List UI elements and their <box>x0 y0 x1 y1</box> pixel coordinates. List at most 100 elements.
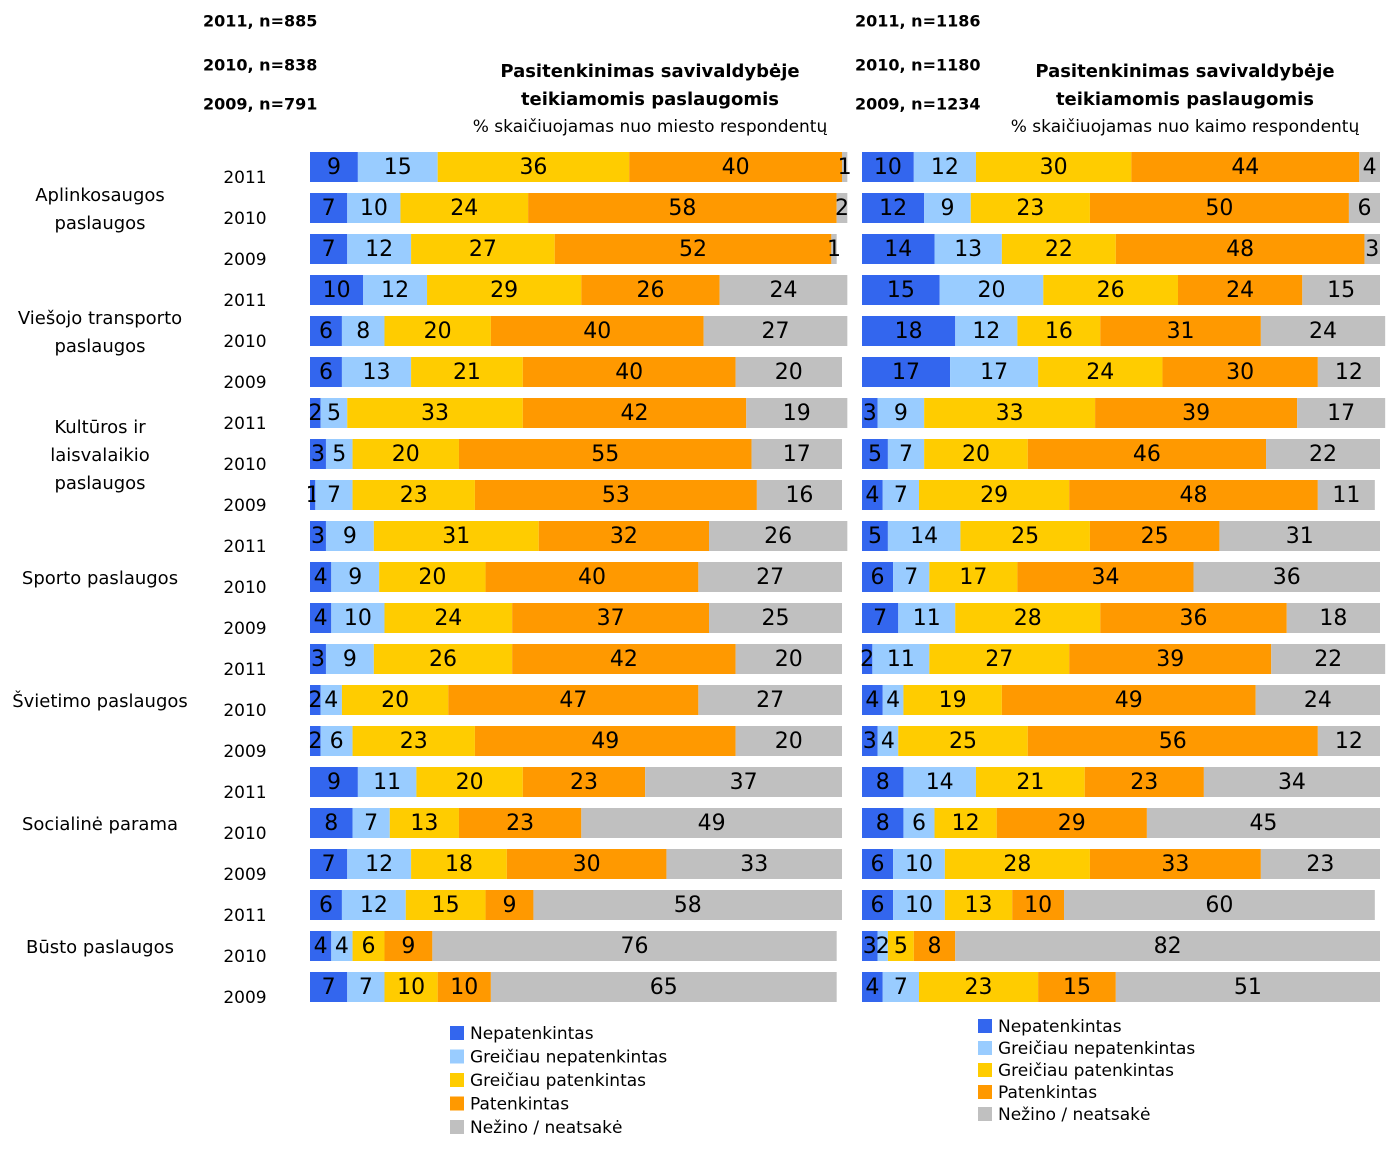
bar-segment <box>474 726 736 756</box>
y-tick-label: 2011 <box>223 660 266 680</box>
data-label: 30 <box>1226 360 1254 385</box>
bar-segment <box>310 972 348 1002</box>
data-label: 49 <box>698 811 726 836</box>
bar-segment <box>1359 152 1380 182</box>
bar-segment <box>735 644 842 674</box>
data-label: 13 <box>410 811 438 836</box>
bar-segment <box>1095 398 1298 428</box>
data-label: 24 <box>1086 360 1114 385</box>
y-tick-label: 2009 <box>223 250 266 270</box>
data-label: 3 <box>1365 237 1379 262</box>
data-label: 4 <box>865 975 879 1000</box>
bar-segment <box>862 234 935 264</box>
bar-segment <box>1089 849 1261 879</box>
data-label: 30 <box>1040 155 1068 180</box>
data-label: 46 <box>1133 442 1161 467</box>
y-tick-label: 2009 <box>223 865 266 885</box>
data-label: 15 <box>1063 975 1091 1000</box>
bar-segment <box>310 316 342 346</box>
y-tick-label: 2011 <box>223 783 266 803</box>
data-label: 30 <box>573 852 601 877</box>
data-label: 10 <box>905 893 933 918</box>
bar-segment <box>405 890 486 920</box>
data-label: 31 <box>1167 319 1195 344</box>
bar-segment <box>913 931 956 961</box>
data-label: 7 <box>322 852 336 877</box>
bar-segment <box>735 357 842 387</box>
data-label: 5 <box>868 442 882 467</box>
data-label: 20 <box>392 442 420 467</box>
data-label: 60 <box>1205 893 1233 918</box>
data-label: 33 <box>421 401 449 426</box>
chart-subtitle: % skaičiuojamas nuo miesto respondentų <box>472 117 828 137</box>
bar-segment <box>862 398 878 428</box>
bar-segment <box>347 234 412 264</box>
legend-swatch <box>450 1096 464 1111</box>
bar-segment <box>882 480 919 510</box>
legend-label: Nežino / neatsakė <box>470 1118 622 1138</box>
legend-swatch <box>978 1019 992 1033</box>
data-label: 24 <box>1309 319 1337 344</box>
data-label: 9 <box>503 893 517 918</box>
bar-segment <box>1069 480 1318 510</box>
data-label: 10 <box>905 852 933 877</box>
data-label: 29 <box>490 278 518 303</box>
data-label: 36 <box>1180 606 1208 631</box>
bar-segment <box>1317 726 1380 756</box>
data-label: 10 <box>1024 893 1052 918</box>
data-label: 12 <box>879 196 907 221</box>
legend-swatch <box>978 1107 992 1121</box>
group-label: Kultūros ir laisvalaikio paslaugos <box>50 417 150 494</box>
data-label: 25 <box>1011 524 1039 549</box>
sample-note: 2011, n=1186 <box>855 12 981 31</box>
data-label: 45 <box>1249 811 1277 836</box>
legend-swatch <box>450 1120 464 1134</box>
y-tick-label: 2010 <box>223 455 266 475</box>
bar-segment <box>934 808 997 838</box>
data-label: 9 <box>327 155 341 180</box>
data-label: 23 <box>506 811 534 836</box>
data-label: 27 <box>985 647 1013 672</box>
y-tick-label: 2011 <box>223 414 266 434</box>
bar-segment <box>709 603 842 633</box>
bar-segment <box>1260 849 1380 879</box>
data-label: 4 <box>881 729 895 754</box>
bar-segment <box>310 726 321 756</box>
data-label: 65 <box>650 975 678 1000</box>
bar-segment <box>924 398 1096 428</box>
bar-segment <box>975 767 1085 797</box>
data-label: 33 <box>1161 852 1189 877</box>
data-label: 76 <box>621 934 649 959</box>
data-label: 9 <box>348 565 362 590</box>
bar-segment <box>310 357 342 387</box>
bar-segment <box>357 152 438 182</box>
bar-segment <box>458 439 752 469</box>
data-label: 26 <box>1097 278 1125 303</box>
data-label: 48 <box>1226 237 1254 262</box>
bar-segment <box>836 193 848 223</box>
bar-segment <box>1115 972 1380 1002</box>
data-label: 11 <box>373 770 401 795</box>
data-label: 2 <box>860 647 874 672</box>
bar-segment <box>427 275 582 305</box>
data-label: 22 <box>1314 647 1342 672</box>
data-label: 49 <box>1115 688 1143 713</box>
data-label: 15 <box>384 155 412 180</box>
bar-segment <box>1177 275 1303 305</box>
data-label: 6 <box>871 852 885 877</box>
sample-note: 2010, n=838 <box>203 56 317 75</box>
data-label: 24 <box>1226 278 1254 303</box>
data-label: 36 <box>519 155 547 180</box>
bar-segment <box>955 316 1018 346</box>
bar-segment <box>538 521 709 551</box>
y-tick-label: 2011 <box>223 537 266 557</box>
data-label: 13 <box>954 237 982 262</box>
bar-segment <box>666 849 842 879</box>
bar-segment <box>522 767 646 797</box>
data-label: 17 <box>980 360 1008 385</box>
bar-segment <box>1089 193 1349 223</box>
bar-segment <box>862 152 914 182</box>
bar-segment <box>310 685 321 715</box>
data-label: 4 <box>335 934 349 959</box>
